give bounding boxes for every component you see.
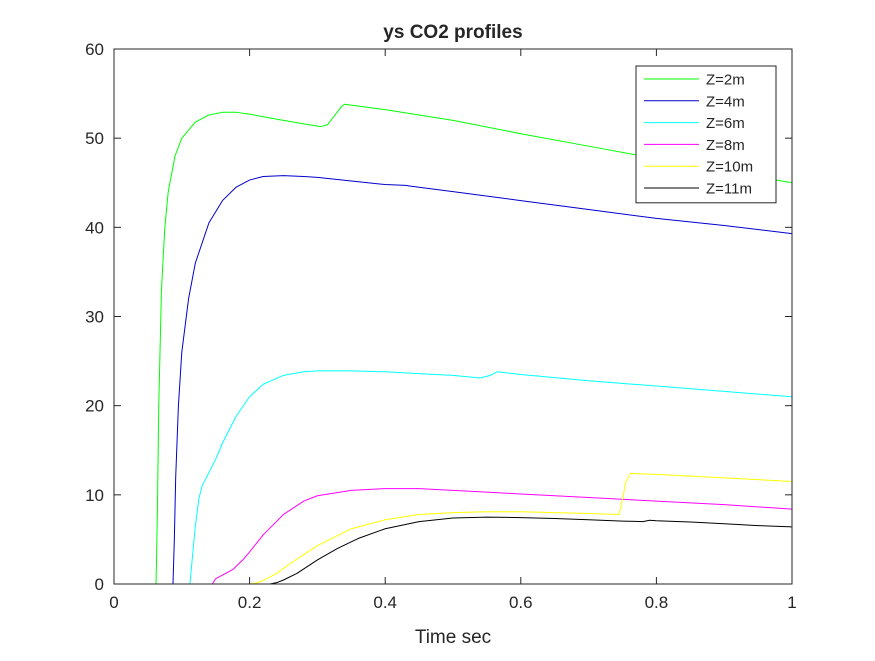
x-tick-label: 0.4 (373, 593, 397, 612)
series-line-5 (114, 516, 793, 585)
legend-label-1: Z=4m (706, 93, 745, 110)
y-tick-label: 20 (85, 397, 104, 416)
legend-label-2: Z=6m (706, 115, 745, 132)
y-tick-label: 30 (85, 308, 104, 327)
x-tick-label: 0.8 (645, 593, 669, 612)
series-line-1 (114, 175, 793, 585)
legend-label-0: Z=2m (706, 72, 745, 89)
legend-label-3: Z=8m (706, 137, 745, 154)
x-tick-label: 0.2 (238, 593, 262, 612)
x-tick-label: 1 (787, 593, 796, 612)
y-tick-label: 10 (85, 486, 104, 505)
series-line-0 (114, 103, 793, 585)
legend-label-4: Z=10m (706, 159, 753, 176)
series-line-2 (114, 370, 793, 585)
y-tick-label: 40 (85, 218, 104, 237)
y-tick-label: 0 (95, 575, 104, 594)
legend-label-5: Z=11m (706, 181, 752, 198)
chart-title: ys CO2 profiles (383, 22, 522, 43)
x-axis-label: Time sec (415, 627, 491, 648)
legend-box (635, 65, 777, 204)
y-tick-label: 50 (85, 129, 104, 148)
x-tick-label: 0.6 (509, 593, 533, 612)
series-layer (114, 103, 793, 585)
x-tick-label: 0 (109, 593, 118, 612)
series-line-3 (114, 488, 793, 585)
series-line-4 (114, 472, 793, 585)
legend: Z=2m Z=4m Z=6m Z=8m Z=10m Z=11m (635, 65, 777, 204)
y-tick-label: 60 (85, 40, 104, 59)
